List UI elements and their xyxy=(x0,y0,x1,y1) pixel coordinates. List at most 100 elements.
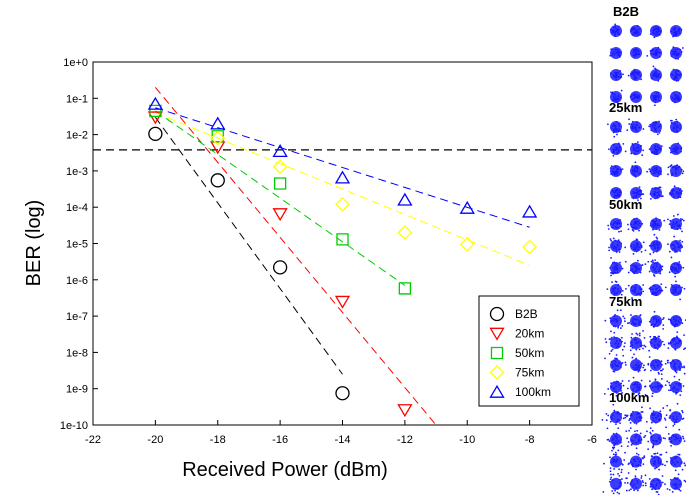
constellation-sample xyxy=(677,484,680,487)
constellation-sample xyxy=(678,261,681,263)
constellation-sample xyxy=(626,322,629,325)
constellation-sample xyxy=(678,97,681,99)
constellation-sample xyxy=(611,449,613,452)
constellation-sample xyxy=(634,419,637,421)
constellation-sample xyxy=(613,271,616,274)
constellation-sample xyxy=(651,455,653,458)
constellation-sample xyxy=(631,165,634,167)
constellation-sample xyxy=(615,246,618,249)
constellation-sample xyxy=(674,27,677,30)
constellation-sample xyxy=(624,260,627,263)
constellation-sample xyxy=(613,53,616,55)
constellation-sample xyxy=(671,243,674,246)
constellation-sample xyxy=(607,388,610,390)
constellation-sample xyxy=(677,79,680,82)
constellation-sample xyxy=(644,474,647,477)
constellation-sample xyxy=(666,460,668,463)
constellation-sample xyxy=(656,237,659,240)
constellation-sample xyxy=(632,229,635,232)
constellation-sample xyxy=(634,32,637,35)
constellation-sample xyxy=(650,421,653,424)
constellation-sample xyxy=(675,388,678,391)
constellation-sample xyxy=(677,30,680,33)
constellation-sample xyxy=(609,338,612,340)
constellation-sample xyxy=(614,287,617,289)
data-point-b2b xyxy=(210,173,225,188)
constellation-sample xyxy=(636,267,639,270)
constellation-sample xyxy=(635,464,637,467)
constellation-sample xyxy=(652,261,654,264)
constellation-sample xyxy=(674,171,677,174)
data-point-50km xyxy=(336,233,349,246)
constellation-sample xyxy=(607,224,610,227)
constellation-sample xyxy=(650,244,653,247)
constellation-sample xyxy=(667,347,670,349)
constellation-sample xyxy=(616,241,619,244)
constellation-sample xyxy=(628,118,630,121)
constellation-sample xyxy=(677,264,679,266)
constellation-sample xyxy=(634,70,636,73)
constellation-sample xyxy=(637,220,640,223)
constellation-sample xyxy=(630,322,633,325)
constellation-sample xyxy=(655,169,657,172)
constellation-sample xyxy=(658,73,661,76)
constellation-sample xyxy=(616,168,619,171)
constellation-sample xyxy=(643,344,646,347)
constellation-sample xyxy=(634,390,637,393)
constellation-sample xyxy=(680,146,683,149)
constellation-sample xyxy=(620,242,623,245)
constellation-sample xyxy=(679,489,682,492)
constellation-sample xyxy=(672,147,675,150)
constellation-sample xyxy=(610,320,612,323)
constellation-sample xyxy=(612,432,615,435)
constellation-sample xyxy=(624,416,627,419)
constellation-sample xyxy=(636,318,639,321)
constellation-sample xyxy=(625,430,628,433)
constellation-sample xyxy=(673,225,676,228)
constellation-sample xyxy=(627,472,630,474)
constellation-sample xyxy=(624,361,627,364)
constellation-sample xyxy=(654,335,657,338)
constellation-sample xyxy=(627,228,630,231)
constellation-sample xyxy=(678,341,681,344)
constellation-sample xyxy=(616,51,618,54)
constellation-sample xyxy=(651,124,654,127)
constellation-sample xyxy=(677,388,679,391)
fit-line-20km xyxy=(154,87,437,426)
constellation-sample xyxy=(611,363,614,365)
constellation-sample xyxy=(614,33,616,36)
constellation-sample xyxy=(636,121,639,124)
constellation-sample xyxy=(615,340,618,343)
constellation-sample xyxy=(638,126,641,129)
constellation-sample xyxy=(633,54,635,57)
constellation-sample xyxy=(617,54,619,57)
data-point-20km xyxy=(147,111,164,125)
constellation-sample xyxy=(616,71,619,74)
constellation-sample xyxy=(612,387,615,390)
constellation-sample xyxy=(609,266,611,269)
constellation-sample xyxy=(636,429,639,432)
constellation-sample xyxy=(610,292,613,294)
constellation-sample xyxy=(640,411,643,413)
constellation-sample xyxy=(653,247,656,250)
constellation-sample xyxy=(651,293,654,295)
constellation-symbol-cluster xyxy=(670,455,682,468)
constellation-sample xyxy=(656,382,659,385)
constellation-sample xyxy=(633,318,636,321)
constellation-sample xyxy=(615,459,618,462)
constellation-sample xyxy=(669,219,672,222)
constellation-sample xyxy=(634,77,637,80)
constellation-sample xyxy=(614,194,616,197)
constellation-sample xyxy=(653,97,656,100)
constellation-sample xyxy=(680,383,682,385)
constellation-sample xyxy=(615,380,618,383)
constellation-sample xyxy=(669,151,672,154)
data-point-100km xyxy=(397,192,413,206)
constellation-sample xyxy=(660,453,663,456)
constellation-sample xyxy=(650,260,653,263)
constellation-sample xyxy=(676,270,678,273)
constellation-sample xyxy=(675,74,678,77)
constellation-sample xyxy=(659,384,662,387)
constellation-sample xyxy=(615,423,617,426)
constellation-sample xyxy=(610,461,613,464)
